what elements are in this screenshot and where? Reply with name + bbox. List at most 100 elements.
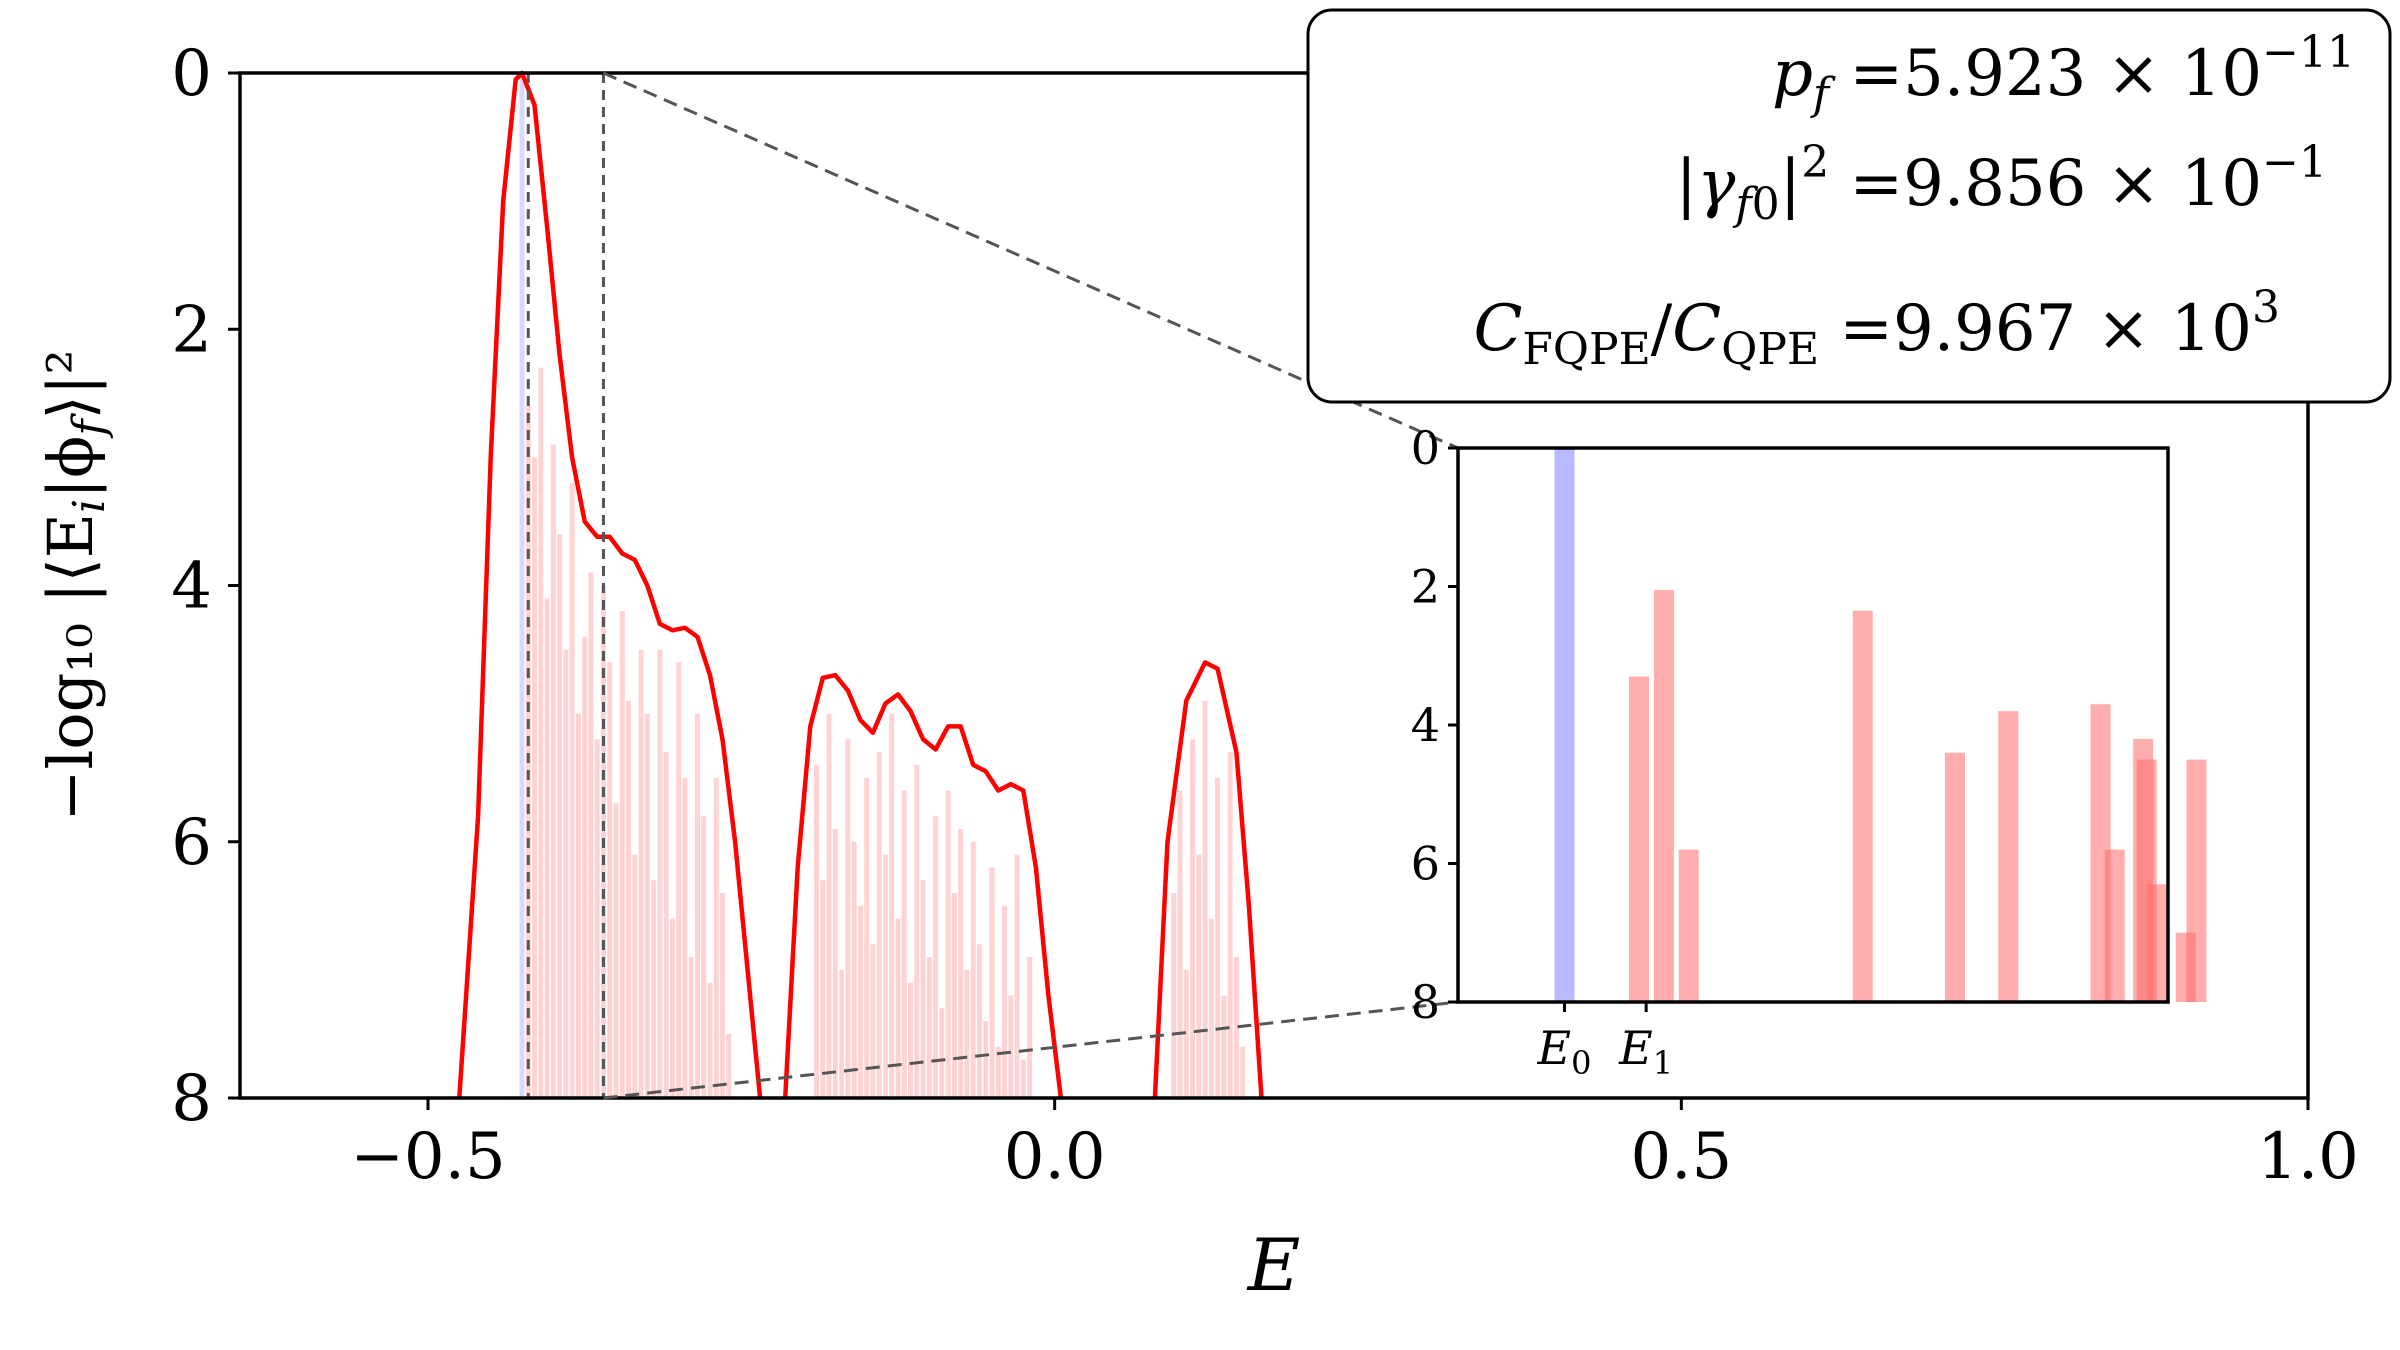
main-bar-74: [1208, 918, 1214, 1098]
main-bar-23: [669, 918, 675, 1098]
main-bar-24: [676, 662, 682, 1098]
main-bar-30: [713, 777, 719, 1098]
main-bar-46: [895, 918, 901, 1098]
main-bar-59: [976, 944, 982, 1098]
main-bar-68: [1171, 893, 1177, 1098]
main-bar-50: [920, 880, 926, 1098]
main-bar-29: [707, 982, 713, 1098]
main-bar-64: [1008, 995, 1014, 1098]
main-bar-21: [657, 649, 663, 1098]
main-guide-lines: [526, 73, 605, 1098]
main-bar-40: [857, 905, 863, 1098]
main-axis-ticks: −0.5 0.0 0.5 1.0 0 2 4 6 8: [171, 37, 2359, 1194]
inset-plot: 0 2 4 6 8 E0 E1: [1411, 421, 2207, 1082]
main-bar-25: [682, 777, 688, 1098]
main-bar-36: [832, 828, 838, 1098]
main-bar-43: [876, 752, 882, 1098]
main-bar-6: [563, 649, 569, 1098]
envelope-line-1: [782, 672, 1064, 1099]
inset-bar-3: [1678, 849, 1699, 1002]
inset-bar-8: [2104, 849, 2125, 1002]
main-bar-33: [814, 764, 820, 1098]
main-bar-75: [1215, 777, 1221, 1098]
main-bar-71: [1190, 739, 1196, 1098]
envelope-line-0: [457, 70, 763, 1099]
x-tick-label-3: 1.0: [2257, 1120, 2359, 1194]
inset-axis-ticks: 0 2 4 6 8 E0 E1: [1411, 421, 1673, 1082]
main-bar-41: [864, 777, 870, 1098]
main-bar-53: [939, 1008, 945, 1098]
x-tick-label-1: 0.0: [1004, 1120, 1106, 1194]
main-bar-45: [889, 713, 895, 1098]
main-bar-78: [1233, 957, 1239, 1098]
main-bar-58: [970, 841, 976, 1098]
inset-bar-1: [1629, 676, 1650, 1002]
main-bar-70: [1183, 969, 1189, 1098]
main-ground-bar: [519, 73, 525, 1098]
main-bar-57: [964, 969, 970, 1098]
main-bar-73: [1202, 700, 1208, 1098]
y-tick-label-3: 6: [171, 806, 212, 880]
main-bar-77: [1227, 752, 1233, 1098]
main-bar-39: [851, 841, 857, 1098]
main-bar-63: [1002, 905, 1008, 1098]
main-bar-17: [632, 854, 638, 1098]
y-tick-label-2: 4: [171, 550, 212, 624]
x-tick-label-0: −0.5: [350, 1120, 505, 1194]
main-bar-31: [720, 893, 726, 1098]
main-bar-51: [926, 957, 932, 1098]
main-bar-15: [619, 611, 625, 1098]
inset-bar-series: [1554, 448, 2207, 1002]
main-bar-16: [626, 700, 632, 1098]
main-bar-0: [525, 406, 531, 1098]
main-bar-48: [908, 982, 914, 1098]
main-bar-38: [845, 739, 851, 1098]
inset-y-tick-label-2: 4: [1411, 698, 1440, 752]
inset-y-tick-label-3: 6: [1411, 837, 1440, 891]
main-bar-44: [882, 854, 888, 1098]
inset-bar-11: [2147, 884, 2168, 1002]
main-bar-56: [958, 828, 964, 1098]
main-bar-37: [839, 969, 845, 1098]
main-bar-34: [820, 880, 826, 1098]
annotation-box: pf =5.923 × 10−11 |γf0|2 =9.856 × 10−1 C…: [1306, 8, 2392, 404]
inset-x-tick-label-1: E1: [1618, 1021, 1673, 1082]
main-bar-79: [1240, 1046, 1246, 1098]
x-tick-label-2: 0.5: [1630, 1120, 1732, 1194]
y-tick-label-1: 2: [171, 293, 212, 367]
main-bar-7: [569, 483, 575, 1098]
inset-y-tick-label-1: 2: [1411, 560, 1440, 614]
main-bar-47: [901, 790, 907, 1098]
main-bar-55: [951, 893, 957, 1098]
main-bar-32: [726, 1033, 732, 1098]
main-bar-20: [651, 880, 657, 1098]
main-bar-62: [995, 1046, 1001, 1098]
main-bar-13: [607, 662, 613, 1098]
envelope-line-2: [1152, 660, 1264, 1099]
main-envelope-series: [457, 70, 1264, 1099]
main-bar-4: [550, 444, 556, 1098]
main-bar-10: [588, 572, 594, 1098]
main-bar-66: [1020, 1059, 1026, 1098]
main-bar-61: [989, 867, 995, 1098]
inset-bar-4: [1852, 610, 1873, 1002]
inset-bar-5: [1945, 752, 1965, 1002]
y-tick-label-4: 8: [171, 1062, 212, 1136]
main-bar-series: [519, 73, 1246, 1098]
main-bar-60: [983, 1021, 989, 1098]
annotation-gamma: |γf0|2 =9.856 × 10−1: [1676, 137, 2327, 230]
inset-y-tick-label-4: 8: [1411, 975, 1440, 1029]
main-bar-19: [644, 713, 650, 1098]
main-bar-35: [826, 713, 832, 1098]
main-bar-69: [1177, 790, 1183, 1098]
x-axis-label: E: [1246, 1223, 1301, 1307]
inset-x-tick-label-0: E0: [1537, 1021, 1592, 1082]
main-bar-3: [544, 598, 550, 1098]
zoom-line-bottom: [603, 1000, 1459, 1100]
inset-y-tick-label-0: 0: [1411, 421, 1440, 475]
main-bar-18: [638, 649, 644, 1098]
main-bar-52: [933, 816, 939, 1098]
main-bar-22: [663, 752, 669, 1098]
y-axis-label: −log₁₀ |⟨Ei|ϕf⟩|²: [34, 349, 115, 821]
